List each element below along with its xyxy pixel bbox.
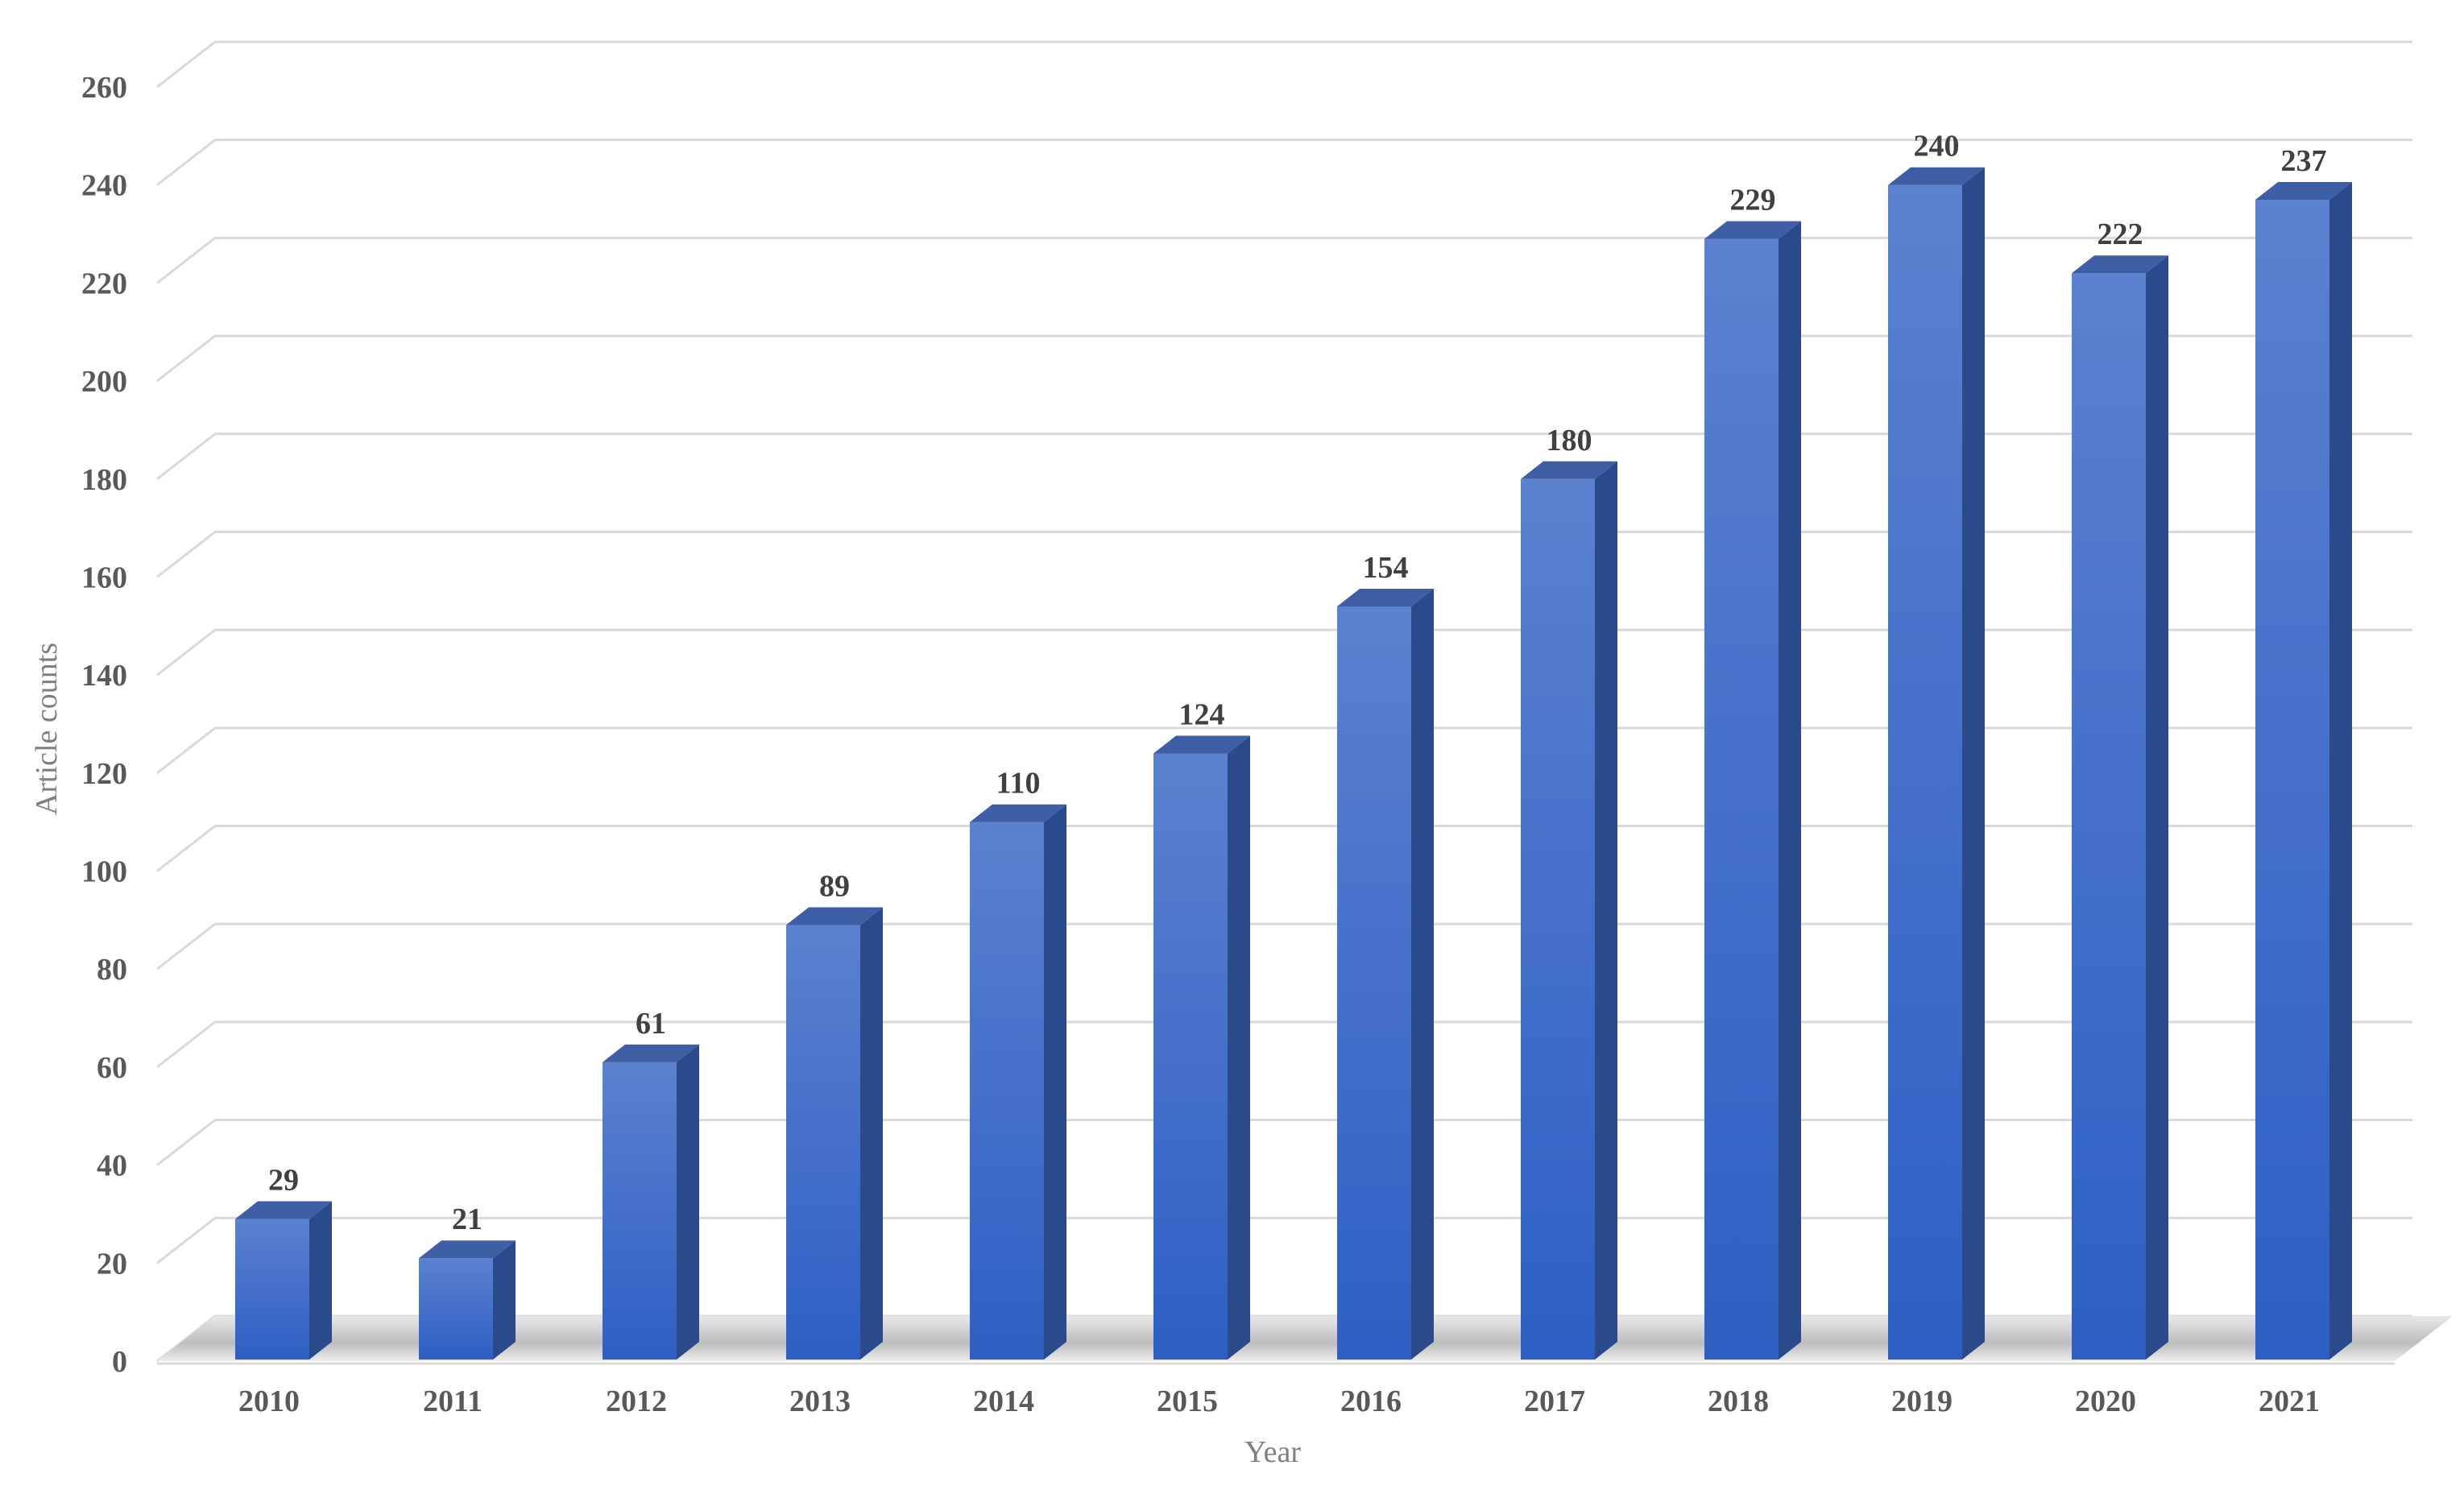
bar-top [1153, 735, 1250, 754]
y-tick-label: 60 [97, 1051, 127, 1085]
gridline [156, 236, 2412, 284]
data-label: 222 [2098, 217, 2143, 251]
y-tick-label: 180 [81, 463, 127, 497]
data-label: 61 [636, 1007, 666, 1041]
gridline [156, 433, 2412, 480]
x-tick-label: 2014 [973, 1384, 1034, 1418]
bar-side [1779, 221, 1801, 1360]
x-tick-label: 2010 [238, 1384, 300, 1418]
y-tick-label: 0 [112, 1345, 127, 1379]
bar-side [860, 907, 883, 1360]
x-tick-label: 2017 [1524, 1384, 1585, 1418]
bar-top [1704, 221, 1801, 239]
bar-top [2072, 255, 2168, 274]
bar-top [970, 804, 1066, 822]
gridline [156, 334, 2412, 383]
data-label: 180 [1547, 424, 1592, 457]
bar-top [603, 1044, 699, 1062]
gridline [156, 139, 2412, 186]
bar-side [2329, 181, 2352, 1360]
y-tick-label: 200 [81, 365, 127, 399]
bar-front [1888, 184, 1962, 1360]
data-label: 229 [1730, 184, 1776, 217]
bar-side [1044, 804, 1066, 1360]
labels: 0 20 40 60 80 100 120 140 160 180 200 220 240 260 29 20… [81, 71, 2327, 1418]
data-label: 29 [268, 1164, 299, 1198]
data-label: 124 [1179, 698, 1225, 732]
gridlines [156, 40, 2412, 1363]
gridline [156, 1216, 2412, 1264]
bar-side [1411, 588, 1434, 1360]
bar-front [2072, 273, 2146, 1360]
bar-front [419, 1258, 493, 1360]
y-tick-label: 80 [97, 953, 127, 987]
data-label: 110 [996, 767, 1041, 801]
gridline [156, 628, 2412, 677]
y-tick-label: 100 [81, 855, 127, 889]
gridline [156, 1020, 2412, 1069]
data-label: 89 [819, 869, 850, 903]
bar-top [1337, 588, 1434, 606]
gridline [156, 726, 2412, 775]
x-tick-label: 2021 [2259, 1384, 2320, 1418]
bar-side [309, 1201, 332, 1360]
y-tick-label: 260 [81, 71, 127, 105]
bar-front [1704, 238, 1779, 1360]
bar-front [970, 822, 1044, 1360]
bar-front [2255, 199, 2329, 1360]
y-tick-label: 220 [81, 267, 127, 300]
y-tick-label: 20 [97, 1247, 127, 1281]
bar-front [603, 1062, 677, 1360]
data-label: 240 [1914, 130, 1960, 163]
bar-top [2255, 181, 2352, 200]
bar-top [1888, 167, 1985, 185]
y-tick-label: 160 [81, 561, 127, 594]
x-tick-label: 2018 [1708, 1384, 1769, 1418]
data-label: 21 [452, 1202, 482, 1236]
floor-shadow [157, 1316, 2453, 1361]
x-tick-label: 2019 [1891, 1384, 1953, 1418]
bar-front [235, 1219, 309, 1360]
y-tick-label: 240 [81, 169, 127, 203]
x-tick-label: 2013 [789, 1384, 851, 1418]
x-axis-title: Year [1244, 1435, 1301, 1469]
x-tick-label: 2020 [2075, 1384, 2136, 1418]
bar-front [1153, 753, 1228, 1360]
gridline [156, 1119, 2412, 1166]
y-tick-label: 140 [81, 659, 127, 693]
x-tick-label: 2011 [423, 1384, 482, 1418]
bar-front [1521, 478, 1595, 1360]
gridline [156, 922, 2412, 971]
bar-side [1962, 167, 1985, 1360]
bar-top [786, 907, 883, 925]
bar-side [2146, 255, 2168, 1360]
x-tick-label: 2015 [1157, 1384, 1218, 1418]
bar-front [1337, 606, 1411, 1360]
y-tick-label: 120 [81, 757, 127, 791]
bar-side [493, 1240, 516, 1360]
bar-top [419, 1240, 516, 1259]
x-tick-label: 2016 [1340, 1384, 1402, 1418]
bar-side [1595, 461, 1617, 1360]
chart-floor [157, 1316, 2453, 1365]
y-tick-label: 40 [97, 1149, 127, 1183]
x-tick-label: 2012 [606, 1384, 667, 1418]
data-label: 237 [2281, 144, 2327, 178]
bar-top [235, 1201, 332, 1219]
y-axis-title: Article counts [30, 643, 64, 815]
bar-top [1521, 461, 1617, 479]
gridline [156, 530, 2412, 578]
data-label: 154 [1363, 551, 1409, 585]
bars [235, 167, 2352, 1360]
bar-front [786, 925, 860, 1360]
bar-side [1228, 735, 1250, 1360]
bar-side [677, 1044, 699, 1360]
gridline [156, 40, 2412, 89]
gridline [156, 825, 2412, 872]
